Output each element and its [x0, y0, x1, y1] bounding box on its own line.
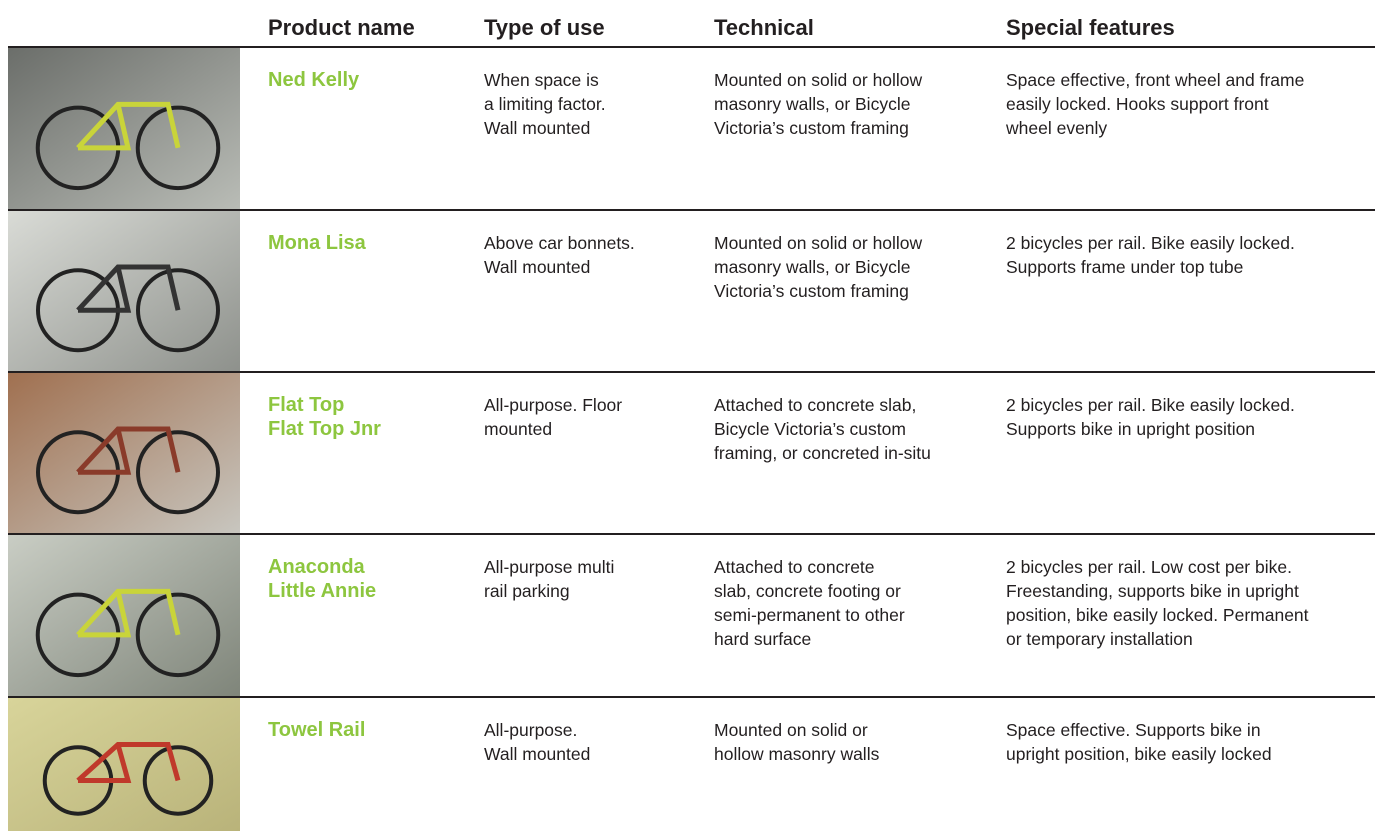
special-features: 2 bicycles per rail. Low cost per bike. — [1006, 557, 1292, 577]
technical: Mounted on solid or hollow — [714, 70, 923, 90]
technical: Attached to concrete slab, — [714, 395, 917, 415]
product-photo — [8, 48, 240, 209]
photo-image — [8, 373, 240, 533]
technical: Bicycle Victoria’s custom — [714, 419, 906, 439]
technical: Attached to concrete — [714, 557, 875, 577]
technical: hard surface — [714, 629, 812, 649]
type-of-use: All-purpose. Floor — [484, 395, 623, 415]
special-features: upright position, bike easily locked — [1006, 744, 1272, 764]
special-features: easily locked. Hooks support front — [1006, 94, 1269, 114]
row-divider — [8, 371, 1375, 373]
technical: Mounted on solid or — [714, 720, 868, 740]
special-features: Space effective. Supports bike in — [1006, 720, 1261, 740]
photo-image — [8, 535, 240, 696]
type-of-use: Wall mounted — [484, 118, 591, 138]
technical: Victoria’s custom framing — [714, 118, 909, 138]
special-features: 2 bicycles per rail. Bike easily locked. — [1006, 233, 1295, 253]
product-name: Ned Kelly — [268, 69, 360, 91]
row-divider — [8, 209, 1375, 211]
special-features: or temporary installation — [1006, 629, 1193, 649]
type-of-use: Wall mounted — [484, 257, 591, 277]
technical: masonry walls, or Bicycle — [714, 257, 911, 277]
special-features: 2 bicycles per rail. Bike easily locked. — [1006, 395, 1295, 415]
product-photo — [8, 211, 240, 371]
product-name: Anaconda — [268, 556, 365, 578]
product-name: Flat Top — [268, 394, 345, 416]
type-of-use: Above car bonnets. — [484, 233, 635, 253]
photo-image — [8, 211, 240, 371]
photo-image — [8, 48, 240, 209]
product-photo — [8, 698, 240, 831]
type-of-use: rail parking — [484, 581, 570, 601]
row-divider — [8, 533, 1375, 535]
photo-image — [8, 698, 240, 831]
special-features: Space effective, front wheel and frame — [1006, 70, 1305, 90]
technical: Victoria’s custom framing — [714, 281, 909, 301]
column-header: Special features — [1006, 15, 1175, 40]
product-photo — [8, 535, 240, 696]
special-features: Freestanding, supports bike in upright — [1006, 581, 1299, 601]
special-features: Supports bike in upright position — [1006, 419, 1256, 439]
type-of-use: a limiting factor. — [484, 94, 606, 114]
technical: hollow masonry walls — [714, 744, 880, 764]
special-features: Supports frame under top tube — [1006, 257, 1244, 277]
type-of-use: Wall mounted — [484, 744, 591, 764]
type-of-use: mounted — [484, 419, 553, 439]
column-header: Product name — [268, 15, 415, 40]
technical: semi-permanent to other — [714, 605, 905, 625]
row-divider — [8, 696, 1375, 698]
type-of-use: When space is — [484, 70, 599, 90]
technical: Mounted on solid or hollow — [714, 233, 923, 253]
row-divider — [8, 46, 1375, 48]
special-features: wheel evenly — [1006, 118, 1108, 138]
technical: slab, concrete footing or — [714, 581, 901, 601]
special-features: position, bike easily locked. Permanent — [1006, 605, 1309, 625]
type-of-use: All-purpose. — [484, 720, 578, 740]
product-name: Towel Rail — [268, 719, 366, 741]
column-header: Technical — [714, 15, 814, 40]
product-name: Little Annie — [268, 580, 377, 602]
product-name: Mona Lisa — [268, 232, 366, 254]
product-name: Flat Top Jnr — [268, 418, 381, 440]
technical: framing, or concreted in-situ — [714, 443, 931, 463]
technical: masonry walls, or Bicycle — [714, 94, 911, 114]
type-of-use: All-purpose multi — [484, 557, 615, 577]
column-header: Type of use — [484, 15, 605, 40]
product-photo — [8, 373, 240, 533]
